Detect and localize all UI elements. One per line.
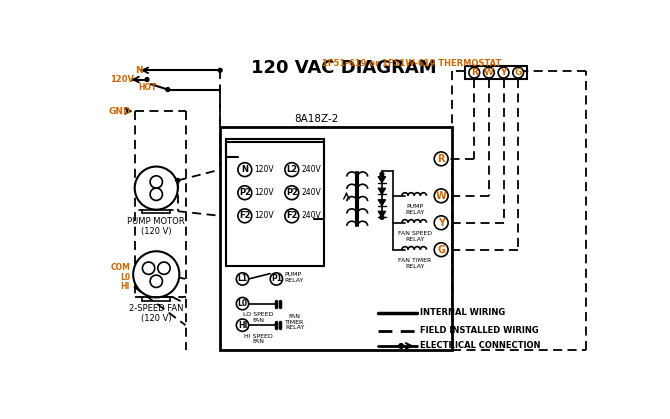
Text: INTERNAL WIRING: INTERNAL WIRING [420, 308, 506, 317]
Circle shape [237, 273, 249, 285]
Circle shape [237, 319, 249, 331]
Text: PUMP
RELAY: PUMP RELAY [284, 272, 304, 283]
Text: 240V: 240V [301, 211, 321, 220]
Text: W: W [436, 191, 446, 201]
Text: 120V: 120V [254, 211, 273, 220]
Text: ELECTRICAL CONNECTION: ELECTRICAL CONNECTION [420, 341, 541, 350]
Text: HOT: HOT [138, 83, 156, 92]
Text: F2: F2 [286, 211, 297, 220]
Polygon shape [378, 188, 386, 194]
Text: FIELD INSTALLED WIRING: FIELD INSTALLED WIRING [420, 326, 539, 335]
Text: L0: L0 [237, 299, 248, 308]
Circle shape [150, 176, 162, 188]
Polygon shape [378, 176, 386, 183]
Bar [465, 66, 527, 79]
Text: 8A18Z-2: 8A18Z-2 [294, 114, 338, 124]
Text: GND: GND [109, 106, 131, 116]
Text: HI SPEED
FAN: HI SPEED FAN [245, 334, 273, 344]
Circle shape [150, 275, 162, 287]
Text: L2: L2 [286, 165, 297, 174]
Circle shape [469, 67, 480, 78]
Text: 1F51-619 or 1F51W-619 THERMOSTAT: 1F51-619 or 1F51W-619 THERMOSTAT [322, 59, 501, 68]
Text: L1: L1 [237, 274, 248, 284]
Text: 120V: 120V [254, 165, 273, 174]
Text: W: W [484, 68, 494, 77]
Text: HI: HI [238, 321, 247, 330]
Text: G: G [515, 68, 522, 77]
Text: PUMP MOTOR
(120 V): PUMP MOTOR (120 V) [127, 217, 185, 236]
Bar [226, 139, 324, 266]
Text: FAN SPEED
RELAY: FAN SPEED RELAY [398, 231, 432, 242]
Circle shape [270, 273, 283, 285]
Text: N: N [135, 66, 143, 75]
Text: FAN
TIMER
RELAY: FAN TIMER RELAY [285, 314, 305, 331]
Circle shape [498, 67, 509, 78]
Text: 120V: 120V [254, 188, 273, 197]
Text: Y: Y [500, 68, 507, 77]
Text: COM: COM [110, 263, 130, 272]
Circle shape [238, 163, 252, 176]
Text: R: R [438, 154, 445, 164]
Text: R: R [471, 68, 478, 77]
Polygon shape [378, 211, 386, 217]
Circle shape [434, 243, 448, 257]
Circle shape [434, 152, 448, 166]
Text: LO SPEED
FAN: LO SPEED FAN [243, 312, 274, 323]
Circle shape [135, 166, 178, 210]
Circle shape [237, 297, 249, 310]
Text: P1: P1 [271, 274, 282, 284]
Text: PUMP
RELAY: PUMP RELAY [405, 204, 425, 215]
Circle shape [434, 216, 448, 230]
Circle shape [133, 251, 180, 297]
Text: HI: HI [121, 282, 130, 291]
Circle shape [513, 67, 523, 78]
Circle shape [285, 163, 299, 176]
Text: G: G [437, 245, 445, 255]
Circle shape [285, 209, 299, 223]
Text: 240V: 240V [301, 188, 321, 197]
Circle shape [434, 189, 448, 203]
Circle shape [176, 178, 180, 182]
Circle shape [158, 262, 170, 274]
Polygon shape [378, 200, 386, 206]
Text: 120 VAC DIAGRAM: 120 VAC DIAGRAM [251, 59, 436, 77]
Text: Y: Y [438, 218, 445, 228]
Text: N: N [241, 165, 249, 174]
Circle shape [380, 172, 384, 176]
Circle shape [150, 188, 162, 200]
Text: P2: P2 [239, 188, 251, 197]
Circle shape [143, 262, 155, 274]
Circle shape [238, 186, 252, 200]
Circle shape [145, 78, 149, 81]
Bar [220, 127, 452, 350]
Text: P2: P2 [286, 188, 297, 197]
Circle shape [218, 68, 222, 72]
Text: 240V: 240V [301, 165, 321, 174]
Text: L0: L0 [120, 273, 130, 282]
Circle shape [238, 209, 252, 223]
Circle shape [399, 344, 403, 348]
Text: FAN TIMER
RELAY: FAN TIMER RELAY [399, 258, 431, 269]
Text: F2: F2 [239, 211, 251, 220]
Text: 120V: 120V [110, 75, 134, 84]
Circle shape [380, 215, 384, 219]
Text: 2-SPEED FAN
(120 V): 2-SPEED FAN (120 V) [129, 304, 184, 323]
Circle shape [484, 67, 494, 78]
Circle shape [166, 88, 170, 91]
Circle shape [285, 186, 299, 200]
